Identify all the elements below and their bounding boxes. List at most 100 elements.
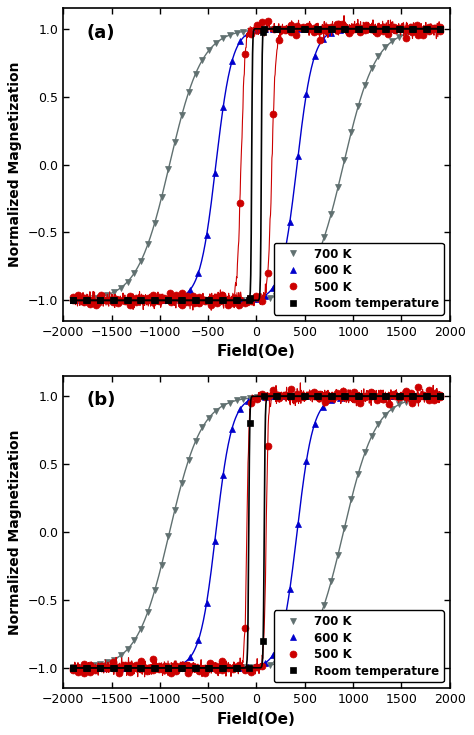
600 K [320, 392, 326, 401]
Room temperature [247, 419, 253, 428]
600 K [146, 664, 151, 673]
Room temperature [70, 296, 76, 305]
600 K [129, 664, 135, 673]
Legend: 700 K, 600 K, 500 K, Room temperature: 700 K, 600 K, 500 K, Room temperature [274, 610, 444, 682]
700 K [437, 24, 443, 33]
500 K [346, 392, 351, 401]
600 K [354, 392, 360, 401]
600 K [204, 231, 210, 240]
Line: Room temperature: Room temperature [70, 393, 443, 670]
Room temperature [261, 392, 266, 401]
600 K [429, 392, 435, 401]
Line: Room temperature: Room temperature [70, 26, 443, 303]
Room temperature [220, 296, 226, 305]
500 K [351, 24, 357, 33]
Room temperature [165, 296, 171, 305]
600 K [421, 392, 427, 401]
X-axis label: Field(Oe): Field(Oe) [217, 344, 296, 359]
600 K [371, 24, 376, 33]
Room temperature [234, 664, 239, 673]
600 K [254, 393, 260, 402]
Room temperature [397, 24, 402, 33]
600 K [429, 24, 435, 33]
600 K [404, 24, 410, 33]
500 K [110, 296, 116, 305]
700 K [397, 392, 402, 401]
Room temperature [424, 392, 429, 401]
Room temperature [179, 296, 185, 305]
600 K [120, 664, 126, 673]
500 K [242, 50, 248, 59]
Room temperature [261, 24, 266, 33]
600 K [162, 295, 168, 304]
Room temperature [84, 664, 90, 673]
600 K [195, 268, 201, 277]
Room temperature [315, 24, 321, 33]
500 K [128, 301, 133, 309]
600 K [162, 663, 168, 672]
600 K [170, 295, 176, 304]
600 K [346, 24, 351, 33]
600 K [271, 392, 276, 401]
600 K [179, 292, 185, 301]
600 K [312, 24, 318, 33]
600 K [346, 392, 351, 401]
Line: 600 K: 600 K [69, 392, 444, 671]
600 K [70, 664, 76, 673]
600 K [104, 296, 109, 305]
500 K [437, 23, 443, 32]
600 K [362, 392, 368, 401]
600 K [154, 663, 159, 672]
500 K [328, 24, 334, 32]
600 K [95, 664, 101, 673]
Room temperature [356, 24, 362, 33]
600 K [154, 295, 159, 304]
Room temperature [437, 24, 443, 33]
Room temperature [288, 392, 293, 401]
600 K [296, 24, 301, 33]
500 K [70, 296, 76, 305]
500 K [323, 390, 328, 399]
Room temperature [152, 296, 157, 305]
Room temperature [370, 24, 375, 33]
600 K [187, 653, 193, 662]
600 K [187, 285, 193, 294]
Room temperature [70, 664, 76, 673]
Room temperature [165, 664, 171, 673]
600 K [246, 29, 251, 37]
500 K [82, 660, 87, 669]
600 K [396, 24, 401, 33]
600 K [271, 24, 276, 33]
Room temperature [301, 392, 307, 401]
600 K [87, 664, 93, 673]
600 K [79, 664, 84, 673]
600 K [312, 392, 318, 401]
Y-axis label: Normalized Magnetization: Normalized Magnetization [9, 429, 22, 635]
500 K [185, 669, 191, 678]
Legend: 700 K, 600 K, 500 K, Room temperature: 700 K, 600 K, 500 K, Room temperature [274, 243, 444, 315]
600 K [262, 25, 268, 34]
Room temperature [424, 24, 429, 33]
600 K [220, 103, 226, 112]
Room temperature [329, 392, 335, 401]
600 K [112, 296, 118, 305]
500 K [82, 294, 87, 303]
500 K [415, 383, 420, 392]
Room temperature [193, 664, 199, 673]
600 K [237, 404, 243, 413]
600 K [146, 296, 151, 305]
600 K [379, 24, 384, 33]
600 K [337, 24, 343, 33]
600 K [104, 664, 109, 673]
600 K [229, 425, 235, 434]
Line: 700 K: 700 K [70, 393, 443, 670]
600 K [212, 168, 218, 177]
600 K [337, 392, 343, 401]
Room temperature [370, 392, 375, 401]
Room temperature [220, 664, 226, 673]
700 K [70, 295, 76, 304]
500 K [265, 17, 271, 26]
500 K [283, 26, 288, 35]
600 K [79, 296, 84, 305]
600 K [354, 24, 360, 33]
